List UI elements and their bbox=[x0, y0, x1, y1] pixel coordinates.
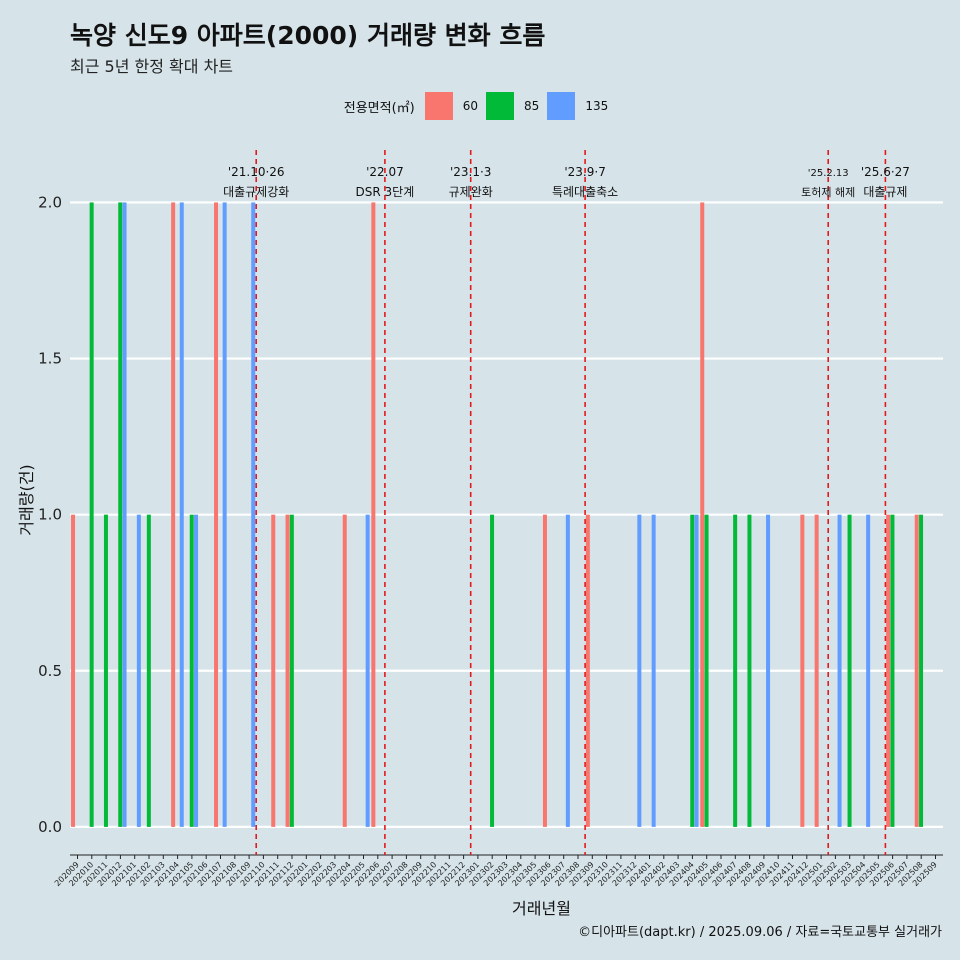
y-tick-label-4: 2.0 bbox=[38, 193, 62, 211]
bar-135-202012 bbox=[122, 202, 127, 827]
chart-title: 녹양 신도9 아파트(2000) 거래량 변화 흐름 bbox=[70, 21, 546, 50]
legend-title: 전용면적(㎡) bbox=[343, 100, 415, 116]
bar-60-202104 bbox=[171, 202, 176, 827]
legend-label-135: 135 bbox=[585, 99, 609, 113]
bar-60-202508 bbox=[914, 514, 919, 827]
bar-135-202107 bbox=[222, 202, 227, 827]
legend-key-60 bbox=[424, 92, 453, 120]
annotation-text-4: 토허제 해제 bbox=[801, 185, 855, 199]
bar-60-202405 bbox=[700, 202, 705, 827]
bar-85-202112 bbox=[289, 514, 294, 827]
bar-85-202012 bbox=[118, 202, 123, 827]
bar-60-202009 bbox=[71, 514, 76, 827]
bar-135-202401 bbox=[651, 514, 656, 827]
bar-135-202101 bbox=[136, 514, 141, 827]
x-axis-title: 거래년월 bbox=[512, 899, 571, 918]
bar-135-202502 bbox=[837, 514, 842, 827]
bar-60-202111 bbox=[271, 514, 276, 827]
annotation-date-4: '25.2.13 bbox=[808, 168, 849, 179]
bar-135-202307 bbox=[565, 514, 570, 827]
annotation-date-5: '25.6·27 bbox=[861, 165, 910, 179]
bar-135-202312 bbox=[637, 514, 642, 827]
legend-label-60: 60 bbox=[462, 99, 479, 113]
bar-135-202404 bbox=[694, 514, 699, 827]
bar-60-202206 bbox=[371, 202, 376, 827]
y-tick-label-3: 1.5 bbox=[38, 350, 62, 368]
legend-item-85: 85 bbox=[486, 92, 539, 120]
legend-label-85: 85 bbox=[524, 99, 540, 113]
bar-60-202107 bbox=[214, 202, 219, 827]
bar-85-202404 bbox=[690, 514, 695, 827]
y-tick-label-1: 0.5 bbox=[38, 662, 62, 680]
bar-60-202112 bbox=[285, 514, 290, 827]
annotation-text-5: 대출규제 bbox=[863, 185, 907, 199]
bar-85-202506 bbox=[890, 514, 895, 827]
bar-60-202412 bbox=[800, 514, 805, 827]
legend-item-60: 60 bbox=[424, 92, 479, 120]
annotation-text-3: 특례대출축소 bbox=[552, 185, 618, 199]
chart-subtitle: 최근 5년 한정 확대 차트 bbox=[70, 57, 234, 76]
bar-85-202102 bbox=[146, 514, 151, 827]
bar-60-202506 bbox=[886, 514, 891, 827]
bar-85-202105 bbox=[189, 514, 194, 827]
legend-item-135: 135 bbox=[547, 92, 608, 120]
annotation-text-0: 대출규제강화 bbox=[223, 185, 289, 199]
annotation-date-2: '23.1·3 bbox=[450, 165, 491, 179]
annotation-date-3: '23.9·7 bbox=[564, 165, 605, 179]
annotation-date-1: '22.07 bbox=[366, 165, 404, 179]
annotation-text-1: DSR 3단계 bbox=[356, 185, 415, 199]
bar-135-202105 bbox=[194, 514, 199, 827]
chart-caption: ©디아파트(dapt.kr) / 2025.09.06 / 자료=국토교통부 실… bbox=[578, 925, 942, 940]
bar-135-202409 bbox=[766, 514, 771, 827]
bar-85-202503 bbox=[847, 514, 852, 827]
annotation-text-2: 규제완화 bbox=[449, 185, 493, 199]
legend-key-135 bbox=[547, 92, 576, 120]
bar-60-202306 bbox=[542, 514, 547, 827]
y-axis-title: 거래량(건) bbox=[17, 464, 36, 535]
bar-85-202010 bbox=[89, 202, 94, 827]
bar-135-202205 bbox=[365, 514, 370, 827]
bar-85-202302 bbox=[490, 514, 495, 827]
bar-135-202504 bbox=[866, 514, 871, 827]
bar-85-202011 bbox=[103, 514, 108, 827]
legend: 전용면적(㎡) 60 85 135 bbox=[0, 92, 960, 120]
bar-60-202309 bbox=[585, 514, 590, 827]
bar-85-202407 bbox=[733, 514, 738, 827]
legend-key-85 bbox=[486, 92, 515, 120]
bar-85-202508 bbox=[919, 514, 924, 827]
bar-135-202104 bbox=[179, 202, 184, 827]
bar-85-202408 bbox=[747, 514, 752, 827]
bar-85-202405 bbox=[704, 514, 709, 827]
y-tick-label-0: 0.0 bbox=[38, 818, 62, 836]
bar-135-202109 bbox=[251, 202, 256, 827]
bar-60-202501 bbox=[814, 514, 819, 827]
y-tick-label-2: 1.0 bbox=[38, 506, 62, 524]
annotation-date-0: '21.10·26 bbox=[228, 165, 285, 179]
bar-60-202204 bbox=[342, 514, 347, 827]
